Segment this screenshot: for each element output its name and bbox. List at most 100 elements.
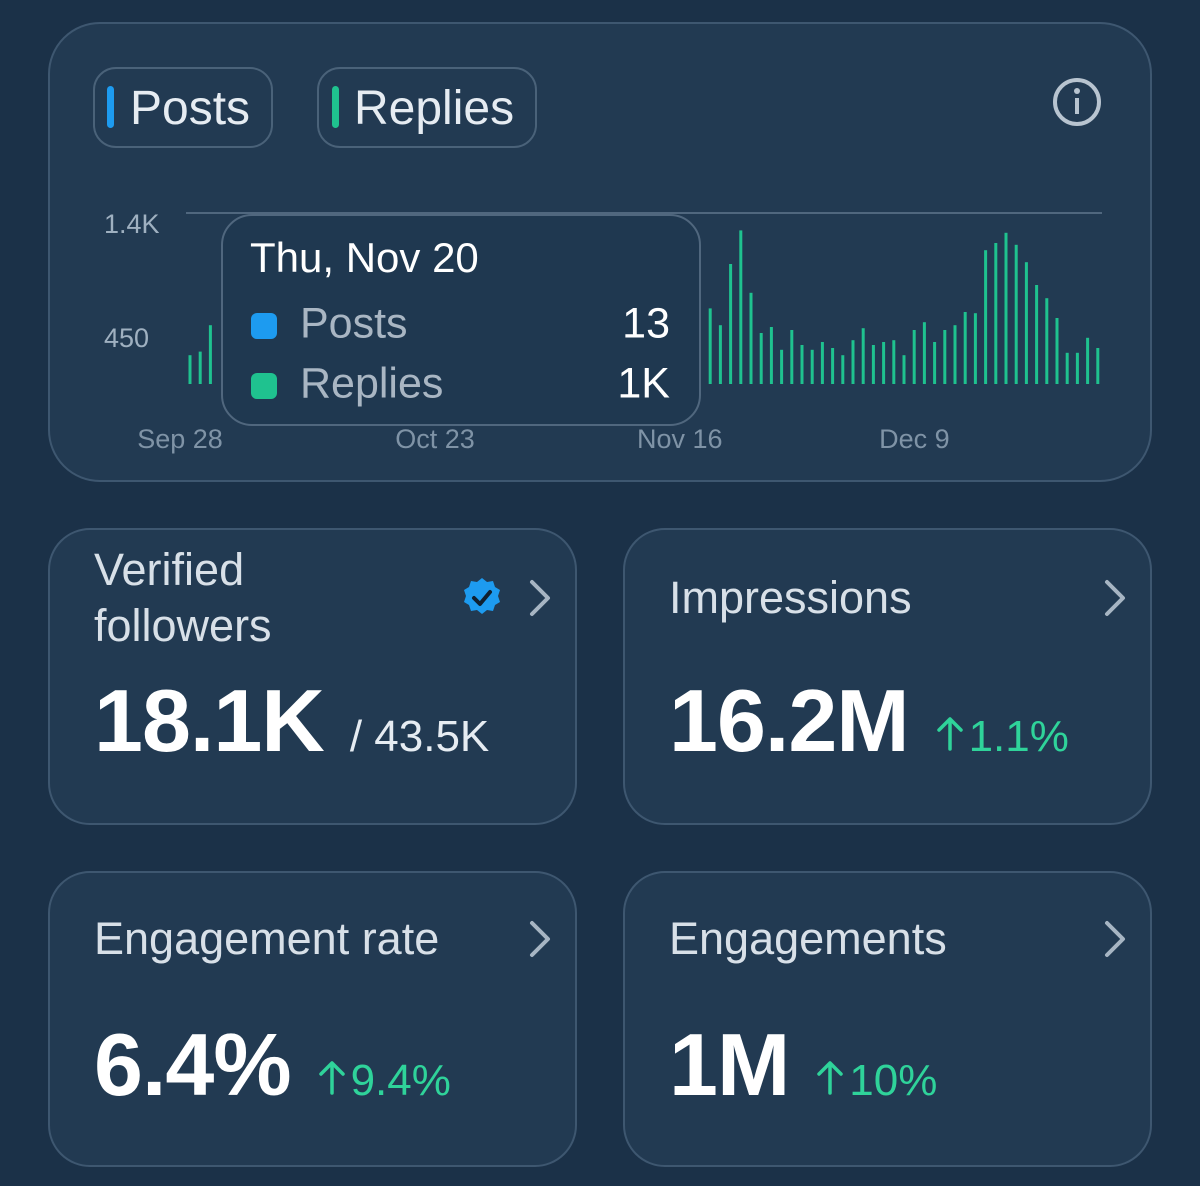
bar: [953, 325, 957, 384]
bar: [1035, 285, 1039, 384]
bar: [912, 330, 916, 384]
tooltip-swatch: [251, 373, 277, 399]
bar: [861, 328, 865, 384]
info-circle: [1053, 78, 1101, 126]
chevron: [1105, 580, 1125, 616]
bar: [1055, 318, 1059, 384]
legend-swatch: [107, 86, 114, 128]
info-icon[interactable]: [1053, 78, 1101, 126]
metric-change-text: 1.1%: [968, 712, 1069, 761]
legend-pill: [317, 67, 537, 148]
legend-label: Posts: [130, 82, 250, 135]
metric-title: Engagements: [669, 913, 947, 964]
chevron: [1105, 921, 1125, 957]
verified-badge: [464, 578, 500, 614]
metric-change-text: 9.4%: [350, 1056, 451, 1105]
tooltip-series: Replies: [300, 359, 443, 407]
metric-total: / 43.5K: [349, 712, 490, 761]
metric-value: 18.1K: [94, 671, 325, 770]
metric-title: Impressions: [669, 572, 912, 623]
metric-title: Verified followers: [94, 544, 272, 651]
metric-change: 10%: [815, 1056, 937, 1106]
bar: [871, 345, 875, 384]
bar: [902, 355, 906, 384]
legend-replies[interactable]: Replies: [317, 67, 537, 148]
tooltip-value: 13: [622, 299, 670, 347]
bar: [718, 325, 722, 384]
bar: [1065, 352, 1069, 384]
bar: [851, 340, 855, 384]
bar: [780, 349, 784, 384]
metric-change: 1.1%: [935, 712, 1069, 762]
bar: [198, 351, 202, 384]
bar: [841, 355, 845, 384]
bar: [1075, 352, 1079, 384]
bar: [973, 313, 977, 384]
bar: [1014, 244, 1018, 384]
chevron: [530, 580, 550, 616]
metric-value-row: 6.4% 9.4%: [94, 1014, 451, 1116]
tooltip-box: [221, 214, 701, 426]
legend-posts[interactable]: Posts: [93, 67, 273, 148]
metric-card[interactable]: Impressions 16.2M 1.1%: [623, 528, 1152, 825]
y-tick-label: 1.4K: [104, 209, 160, 239]
bar: [882, 342, 886, 384]
up-arrow: [817, 1061, 843, 1095]
info-dot: [1074, 88, 1080, 94]
metric-value: 1M: [669, 1015, 790, 1114]
x-tick-label: Oct 23: [395, 424, 475, 454]
y-tick-label: 450: [104, 323, 149, 353]
bar: [984, 250, 988, 384]
metric-value-row: 1M 10%: [669, 1014, 937, 1116]
bar: [739, 230, 743, 384]
info-bar: [1075, 98, 1079, 114]
bar: [963, 312, 967, 384]
bar: [820, 342, 824, 384]
metric-change-text: 10%: [849, 1056, 938, 1105]
metric-card[interactable]: Engagements 1M 10%: [623, 871, 1152, 1167]
bar: [188, 355, 192, 384]
x-tick-label: Sep 28: [137, 424, 223, 454]
metric-value-row: 18.1K / 43.5K: [94, 670, 489, 772]
bar: [1024, 262, 1028, 384]
bar: [769, 327, 773, 384]
x-tick-label: Nov 16: [637, 424, 723, 454]
x-tick-label: Dec 9: [879, 424, 950, 454]
bar: [790, 330, 794, 384]
bar: [1004, 232, 1008, 384]
bar: [1096, 348, 1100, 384]
bar: [729, 264, 733, 384]
legend-swatch: [332, 86, 339, 128]
bar: [1045, 298, 1049, 384]
metric-value: 6.4%: [94, 1015, 292, 1114]
chart: Posts Replies 1.4K 450 Sep 28 Oct 23 Nov 16 D…: [93, 67, 1102, 454]
tooltip-value: 1K: [617, 359, 670, 407]
metric-title: Engagement rate: [94, 913, 440, 964]
metric-card[interactable]: Verified followers 18.1K / 43.5K: [48, 528, 577, 825]
metric-change: 9.4%: [317, 1056, 451, 1106]
tooltip-swatch: [251, 313, 277, 339]
bar: [810, 349, 814, 384]
tooltip-title: Thu, Nov 20: [250, 234, 479, 281]
legend-label: Replies: [354, 82, 514, 135]
bar: [1086, 337, 1090, 384]
metric-value-row: 16.2M 1.1%: [669, 670, 1069, 772]
bar: [759, 333, 763, 384]
up-arrow: [318, 1061, 345, 1095]
bar: [933, 342, 937, 384]
legend-pill: [93, 67, 273, 148]
metric-value: 16.2M: [669, 671, 910, 770]
bar: [800, 345, 804, 384]
bar: [208, 325, 212, 384]
bar: [708, 308, 712, 384]
bar: [943, 330, 947, 384]
tooltip-series: Posts: [300, 299, 408, 347]
bar: [892, 340, 896, 384]
bar: [749, 292, 753, 384]
bar: [831, 348, 835, 384]
bar: [922, 322, 926, 384]
up-arrow: [936, 717, 963, 751]
tooltip: Thu, Nov 20 Posts 13 Replies 1K: [221, 214, 701, 426]
metric-card[interactable]: Engagement rate 6.4% 9.4%: [48, 871, 577, 1167]
